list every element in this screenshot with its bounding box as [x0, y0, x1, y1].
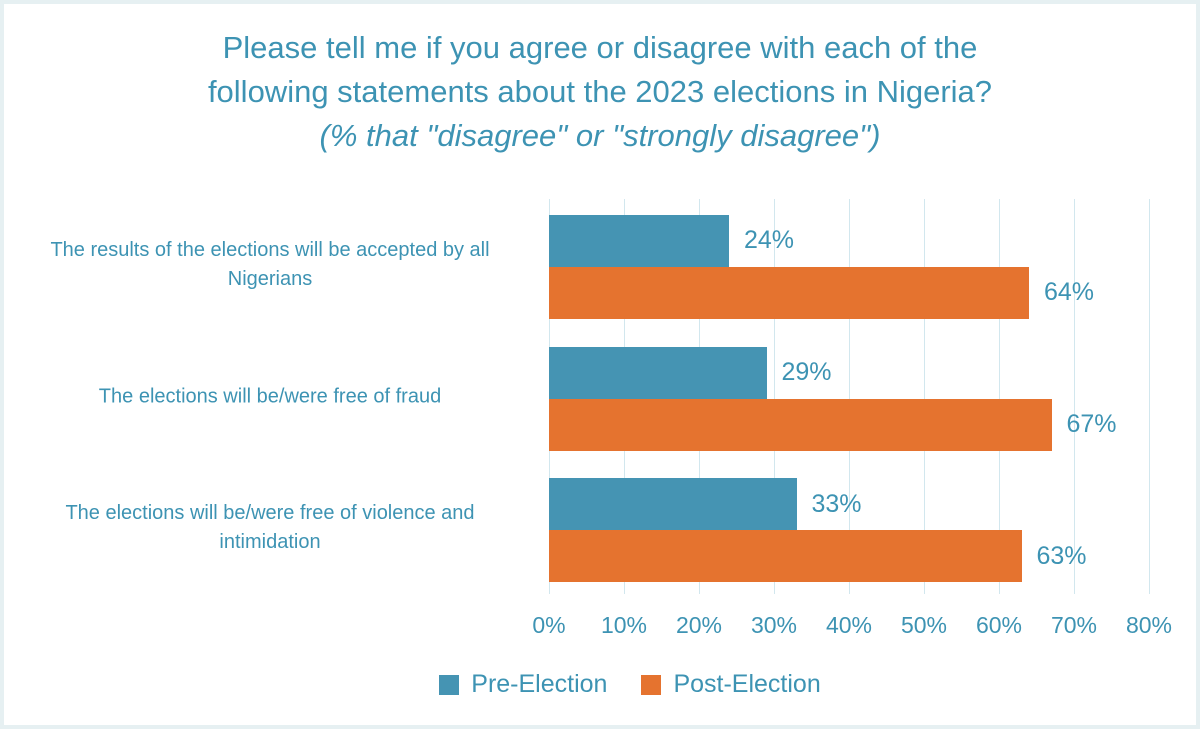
chart-subtitle: (% that "disagree" or "strongly disagree… — [319, 118, 881, 153]
x-tick-label: 50% — [900, 612, 948, 638]
legend-item-pre-election: Pre-Election — [439, 670, 607, 699]
data-label: 33% — [811, 489, 862, 518]
bar-row: 24% — [549, 214, 1149, 267]
bar-row: 29% — [549, 346, 1149, 399]
category-label: The elections will be/were free of fraud — [98, 385, 442, 407]
x-tick-label: 20% — [675, 612, 723, 638]
bar-row: 64% — [549, 266, 1149, 319]
bar-pre-election — [549, 214, 729, 267]
gridline — [924, 199, 925, 594]
x-tick-label: 60% — [975, 612, 1023, 638]
x-tick-label: 30% — [750, 612, 798, 638]
data-label: 67% — [1066, 410, 1117, 438]
bar-row: 33% — [549, 478, 1149, 531]
chart-title: Please tell me if you agree or disagree … — [4, 26, 1196, 158]
bar-pre-election — [549, 346, 767, 399]
title-line-1: Please tell me if you agree or disagree … — [222, 30, 978, 65]
data-label: 24% — [744, 226, 795, 255]
legend-swatch-icon — [439, 674, 460, 695]
category-label: The results of the elections will be acc… — [50, 238, 490, 290]
x-tick-label: 40% — [825, 612, 873, 638]
x-tick-label: 0% — [532, 612, 566, 638]
data-label: 64% — [1044, 278, 1095, 307]
x-tick-label: 80% — [1125, 612, 1173, 638]
plot-area: 24% 64% 29% 67% 33% 63% — [549, 199, 1150, 594]
x-tick-label: 70% — [1050, 612, 1098, 638]
x-tick-label: 10% — [600, 612, 648, 638]
category-label: The elections will be/were free of viole… — [65, 502, 475, 554]
data-label: 63% — [1036, 541, 1087, 570]
gridline — [774, 199, 775, 594]
legend-item-post-election: Post-Election — [641, 670, 821, 699]
gridline — [849, 199, 850, 594]
bar-post-election — [549, 266, 1029, 319]
title-line-2: following statements about the 2023 elec… — [207, 74, 993, 109]
bar-post-election — [549, 398, 1052, 451]
bar-group: 24% 64% — [549, 214, 1149, 319]
bar-group: 29% 67% — [549, 346, 1149, 451]
data-label: 29% — [781, 358, 832, 386]
gridline — [999, 199, 1000, 594]
bar-pre-election — [549, 478, 797, 531]
x-axis: 0% 10% 20% 30% 40% 50% 60% 70% 80% — [532, 612, 1172, 642]
legend: Pre-Election Post-Election — [34, 670, 1196, 699]
legend-label: Pre-Election — [471, 670, 608, 698]
bar-post-election — [549, 530, 1022, 583]
gridline — [1074, 199, 1075, 594]
bar-row: 67% — [549, 398, 1149, 451]
legend-label: Post-Election — [673, 670, 821, 698]
gridline — [1149, 199, 1150, 594]
legend-swatch-icon — [641, 674, 662, 695]
bar-row: 63% — [549, 530, 1149, 583]
bar-group: 33% 63% — [549, 478, 1149, 583]
